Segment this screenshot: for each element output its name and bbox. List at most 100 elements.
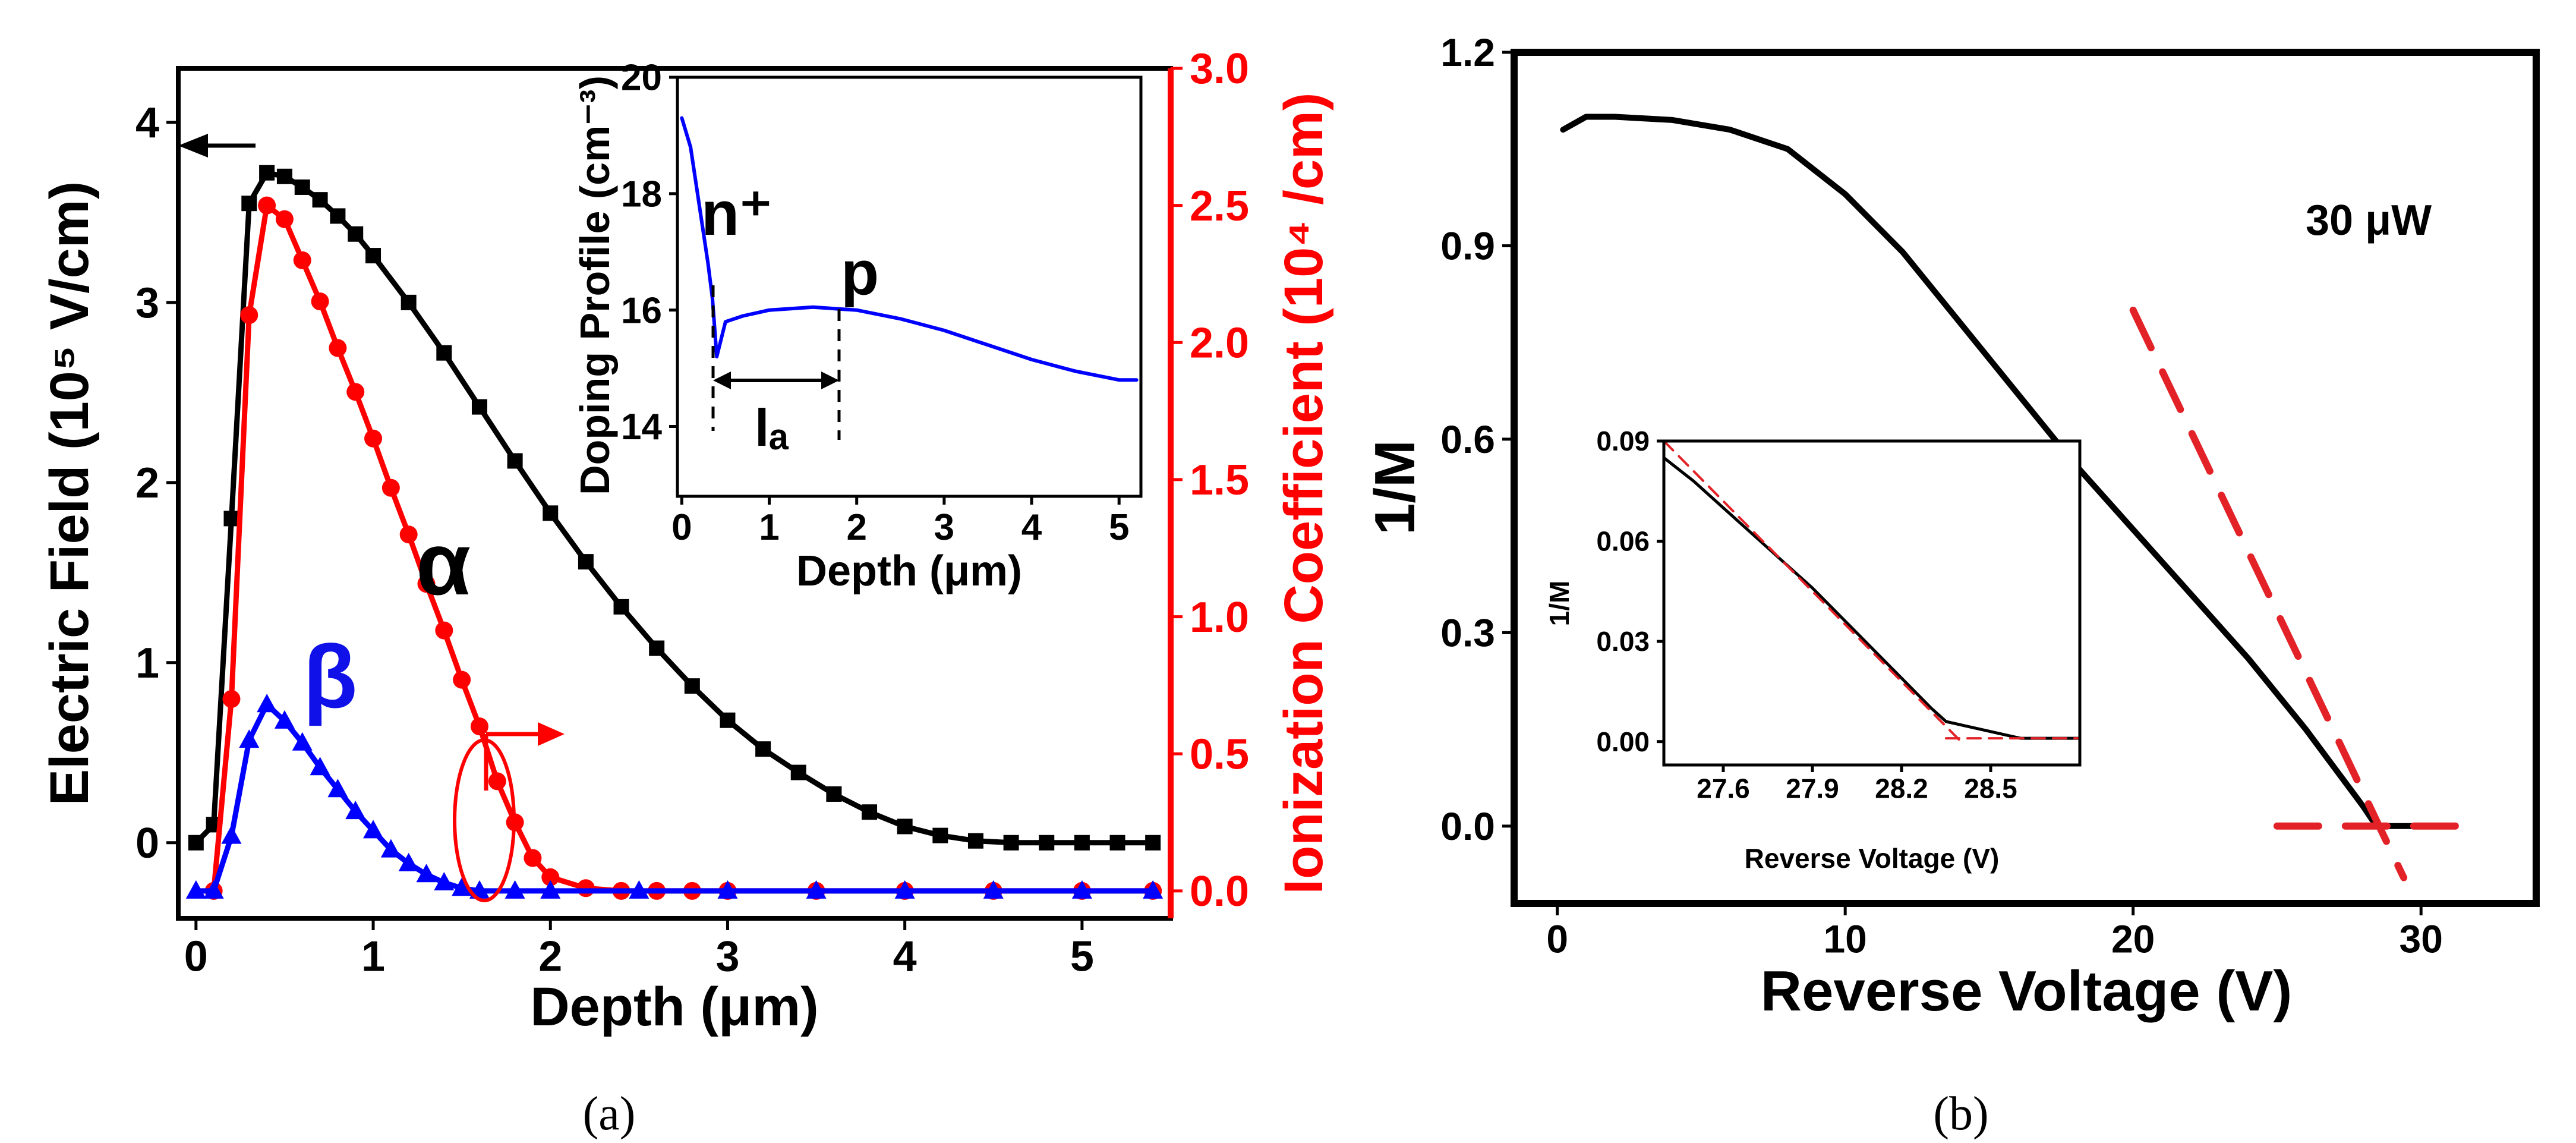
n-plus-label: n⁺	[701, 179, 773, 248]
data-point	[649, 640, 665, 656]
inset-b-x-ticks: 27.6 27.9 28.2 28.5	[1697, 765, 2017, 804]
data-point	[312, 192, 328, 208]
b-y-tick-label: 0.3	[1440, 610, 1495, 654]
panel-a-x-axis-label: Depth (μm)	[530, 977, 819, 1037]
data-point	[292, 732, 313, 751]
data-point	[416, 864, 437, 883]
data-point	[239, 729, 260, 748]
inset-a-series	[680, 116, 1139, 382]
a-x-tick-label: 3	[715, 933, 739, 980]
b-x-tick-label: 0	[1546, 917, 1568, 961]
data-point	[755, 741, 771, 757]
data-point	[259, 165, 275, 181]
bi-x-tick-label: 27.6	[1697, 773, 1750, 804]
la-double-arrow	[713, 371, 839, 389]
panel-a-right-y-ticks: 0.0 0.5 1.0 1.5 2.0 2.5 3.0	[1171, 45, 1249, 915]
b-x-tick-label: 30	[2399, 917, 2442, 961]
data-point	[967, 833, 983, 849]
data-point	[790, 764, 806, 780]
data-point	[222, 689, 241, 708]
panel-b-x-axis-label: Reverse Voltage (V)	[1761, 959, 2293, 1023]
data-point	[543, 505, 559, 521]
panel-a-series	[185, 165, 1164, 900]
a-y-left-tick-label: 2	[135, 459, 159, 507]
data-point	[540, 880, 561, 899]
data-point	[684, 678, 700, 694]
data-point	[365, 248, 381, 264]
inset-a-frame	[676, 75, 1143, 498]
data-point	[453, 670, 471, 689]
b-series-line-linear-fit	[2129, 306, 2408, 881]
data-point	[1109, 835, 1125, 851]
data-point	[1003, 835, 1019, 851]
data-point	[398, 852, 419, 871]
data-point	[399, 525, 418, 544]
data-point	[629, 880, 649, 899]
a-y-right-tick-label: 2.0	[1190, 319, 1249, 367]
panel-b-inset: 27.6 27.9 28.2 28.5 0.00 0.03 0.06 0.09 Revers…	[1544, 426, 2082, 874]
data-point	[488, 772, 506, 791]
ai-series-line-doping-profile	[680, 116, 1139, 382]
data-point	[717, 880, 738, 899]
data-point	[241, 196, 257, 212]
data-point	[223, 511, 239, 527]
b-series-line-1-m	[1560, 114, 2424, 829]
data-point	[345, 801, 366, 820]
data-point	[363, 820, 384, 839]
a-y-right-tick-label: 2.5	[1190, 182, 1249, 230]
ai-y-tick-label: 20	[621, 58, 662, 99]
data-point	[452, 877, 472, 896]
ai-x-tick-label: 0	[671, 507, 692, 548]
data-point	[806, 880, 827, 899]
panel-a-inset: 0 1 2 3 4 5 14 16 18 20 Depth (μm) Doping Profil…	[572, 58, 1143, 595]
data-point	[364, 429, 383, 448]
b-x-tick-label: 10	[1823, 917, 1866, 961]
highlight-ellipse	[453, 738, 516, 902]
a-y-right-tick-label: 0.0	[1190, 868, 1249, 915]
data-point	[240, 306, 258, 325]
data-point	[275, 210, 294, 228]
bi-series-line-1-m	[1662, 456, 2082, 740]
ai-y-tick-label: 16	[621, 290, 662, 331]
data-point	[185, 880, 206, 899]
bi-x-tick-label: 28.2	[1875, 773, 1928, 804]
data-point	[894, 880, 915, 899]
a-x-tick-label: 4	[893, 933, 917, 980]
data-point	[507, 453, 523, 469]
a-x-tick-label: 1	[361, 933, 385, 980]
a-x-tick-label: 0	[184, 933, 208, 980]
data-point	[435, 621, 453, 640]
b-y-tick-label: 0.9	[1440, 224, 1495, 268]
data-point	[613, 599, 629, 615]
panel-a-caption: (a)	[583, 1088, 636, 1140]
data-point	[1143, 880, 1164, 899]
a-y-left-tick-label: 0	[135, 820, 159, 867]
bi-series-line-linear-fit	[1663, 440, 1962, 743]
data-point	[221, 825, 242, 844]
b-x-tick-label: 20	[2111, 917, 2155, 961]
data-point	[401, 294, 417, 310]
inset-b-x-axis-label: Reverse Voltage (V)	[1745, 843, 2000, 874]
data-point	[257, 694, 278, 713]
data-point	[327, 779, 348, 798]
a-series-line--	[193, 701, 1156, 894]
ai-x-tick-label: 5	[1109, 507, 1129, 548]
data-point	[897, 818, 913, 835]
data-point	[276, 168, 292, 184]
data-point	[274, 710, 295, 729]
data-point	[348, 226, 364, 242]
a-x-tick-label: 5	[1070, 933, 1094, 980]
data-point	[330, 208, 346, 224]
ai-y-tick-label: 14	[621, 407, 662, 448]
alpha-label: α	[416, 514, 471, 613]
panel-b: 0 10 20 30 0.0 0.3 0.6 0.9 1.2 Reverse Voltage …	[1363, 30, 2540, 1140]
bi-x-tick-label: 27.9	[1786, 773, 1839, 804]
data-point	[862, 804, 878, 820]
ai-x-tick-label: 2	[846, 507, 866, 548]
data-point	[310, 757, 330, 776]
panel-a-x-ticks: 0 1 2 3 4 5	[184, 918, 1094, 980]
panel-a: 0 1 2 3 4 5 0 1 2 3 4 0.0 0.5 1.0 1.5 2.0 2.5 3.0 Depth…	[39, 45, 1334, 1140]
panel-b-plot-frame	[1511, 49, 2540, 907]
inset-a-y-axis-label: Doping Profile (cm⁻³)	[572, 75, 618, 495]
inset-a-x-axis-label: Depth (μm)	[796, 547, 1022, 595]
